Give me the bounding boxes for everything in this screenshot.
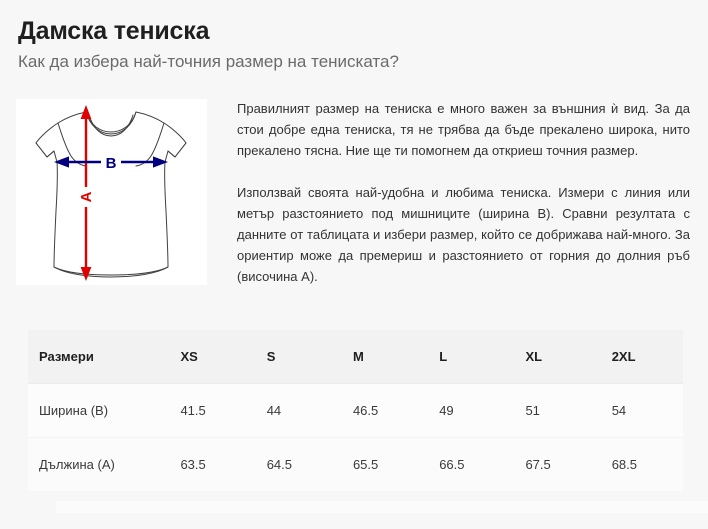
page-subtitle: Как да избера най-точния размер на тенис… <box>18 52 399 71</box>
height-label-a: A <box>78 187 95 207</box>
table-row: Ширина (B) 41.5 44 46.5 49 51 54 <box>28 383 683 438</box>
intro-paragraph-2: Използвай своята най-удобна и любима тен… <box>237 185 690 284</box>
cell-length-s: 64.5 <box>266 456 293 472</box>
intro-section: A B Правилният размер на тениска е много… <box>0 98 708 298</box>
cell-length-m: 65.5 <box>352 456 379 472</box>
cell-width-xl: 51 <box>525 383 612 438</box>
row-label-width: Ширина (B) <box>28 383 181 438</box>
table-header-m: M <box>352 330 440 384</box>
table-header-xs: XS <box>180 330 267 384</box>
table-header-measure: Размери <box>28 330 181 384</box>
cell-width-xs: 41.5 <box>180 383 267 438</box>
cell-width-m: 46.5 <box>352 383 440 438</box>
table-row: Дължина (A) 63.5 64.5 65.5 66.5 67.5 68.… <box>28 437 683 491</box>
table-header-l: L <box>439 330 526 384</box>
size-table-section: Размери XS S M L XL 2XL Ширина (B) 41.5 … <box>0 330 708 515</box>
tshirt-diagram-svg: A B <box>35 105 187 281</box>
cell-length-xs: 63.5 <box>180 456 206 472</box>
row-label-length: Дължина (A) <box>39 456 115 472</box>
width-label-b: B <box>101 153 121 172</box>
cell-width-s: 44 <box>266 383 353 438</box>
cell-length-2xl: 68.5 <box>611 456 638 472</box>
table-header-2xl: 2XL <box>611 330 683 384</box>
size-chart-table: Размери XS S M L XL 2XL Ширина (B) 41.5 … <box>28 330 683 491</box>
table-footer-strip <box>56 501 708 513</box>
width-label-text: B <box>106 155 117 172</box>
cell-width-2xl: 54 <box>611 383 683 438</box>
table-header-row: Размери XS S M L XL 2XL <box>28 330 683 384</box>
table-header-s: S <box>266 330 353 384</box>
intro-paragraph-1: Правилният размер на тениска е много важ… <box>237 101 690 158</box>
height-label-text: A <box>78 191 95 202</box>
table-header-xl: XL <box>525 330 612 384</box>
cell-length-l: 66.5 <box>439 456 465 472</box>
table-head: Размери XS S M L XL 2XL <box>28 330 683 384</box>
cell-length-xl: 67.5 <box>525 456 551 472</box>
table-body: Ширина (B) 41.5 44 46.5 49 51 54 Дължина… <box>28 383 683 491</box>
intro-copy: Правилният размер на тениска е много важ… <box>237 98 690 287</box>
page-title: Дамска тениска <box>18 17 210 45</box>
cell-width-l: 49 <box>439 383 526 438</box>
tshirt-diagram-figure: A B <box>16 99 207 285</box>
page-header: Дамска тениска Как да избера най-точния … <box>18 16 690 74</box>
